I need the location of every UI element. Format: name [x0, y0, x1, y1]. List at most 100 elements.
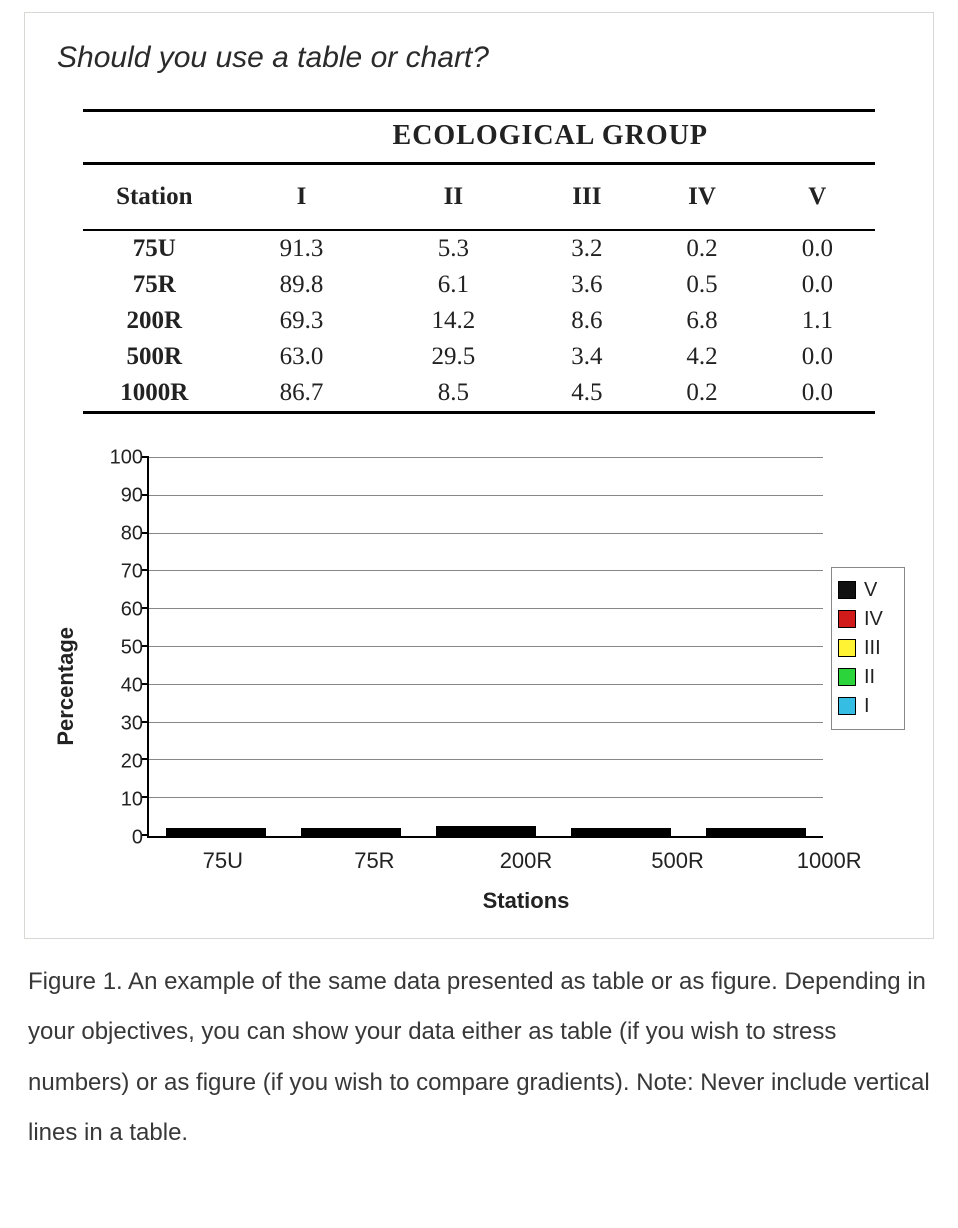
y-tick-label: 20 [121, 751, 143, 774]
y-tick-label: 60 [121, 599, 143, 622]
x-tick-label: 500R [628, 848, 728, 874]
y-tickmark [142, 721, 149, 723]
col-header-i: I [226, 164, 378, 231]
legend-label: II [864, 666, 875, 689]
cell: 6.8 [644, 303, 759, 339]
y-tick-label: 100 [110, 447, 143, 470]
cell: 86.7 [226, 375, 378, 413]
y-axis-title: Percentage [53, 627, 79, 746]
gridline [149, 722, 823, 723]
x-tick-label: 200R [476, 848, 576, 874]
legend-label: IV [864, 608, 883, 631]
y-tick-label: 50 [121, 637, 143, 660]
cell: 3.4 [529, 339, 644, 375]
chart-area: 0102030405060708090100 VIVIIIIII 75U75R2… [85, 458, 905, 914]
legend-swatch-icon [838, 668, 856, 686]
y-axis-ticks: 0102030405060708090100 [85, 458, 147, 838]
cell: 4.2 [644, 339, 759, 375]
y-tickmark [142, 532, 149, 534]
bar-segment-I [571, 834, 671, 836]
gridline [149, 533, 823, 534]
chart-legend: VIVIIIIII [831, 567, 905, 730]
legend-label: III [864, 637, 881, 660]
cell: 0.0 [760, 375, 875, 413]
plot-row: 0102030405060708090100 VIVIIIIII [85, 458, 905, 838]
cell-station: 1000R [83, 375, 226, 413]
bars-container [149, 458, 823, 836]
legend-item-II: II [838, 663, 898, 692]
cell: 89.8 [226, 267, 378, 303]
x-tick-label: 75U [173, 848, 273, 874]
panel-title: Should you use a table or chart? [57, 41, 905, 75]
cell-station: 75R [83, 267, 226, 303]
legend-swatch-icon [838, 610, 856, 628]
y-tickmark [142, 796, 149, 798]
legend-item-V: V [838, 576, 898, 605]
bar-segment-I [436, 834, 536, 836]
cell: 63.0 [226, 339, 378, 375]
gridline [149, 646, 823, 647]
cell: 0.0 [760, 339, 875, 375]
bar-segment-I [706, 834, 806, 836]
cell: 5.3 [377, 230, 529, 267]
cell: 4.5 [529, 375, 644, 413]
figure-caption: Figure 1. An example of the same data pr… [24, 957, 934, 1159]
bar-200R [436, 826, 536, 836]
y-tick-label: 10 [121, 789, 143, 812]
cell: 8.6 [529, 303, 644, 339]
bar-75U [166, 828, 266, 836]
y-tick-label: 70 [121, 561, 143, 584]
col-header-iv: IV [644, 164, 759, 231]
cell: 0.2 [644, 230, 759, 267]
cell: 0.2 [644, 375, 759, 413]
cell: 14.2 [377, 303, 529, 339]
y-tickmark [142, 494, 149, 496]
table-super-header: ECOLOGICAL GROUP [226, 111, 875, 164]
gridline [149, 570, 823, 571]
cell: 91.3 [226, 230, 378, 267]
gridline [149, 457, 823, 458]
gridline [149, 495, 823, 496]
ecological-table-wrap: ECOLOGICAL GROUP Station I II III IV V 7… [53, 109, 905, 414]
y-tick-label: 40 [121, 675, 143, 698]
bar-500R [571, 828, 671, 836]
cell: 29.5 [377, 339, 529, 375]
cell: 0.0 [760, 267, 875, 303]
bar-1000R [706, 828, 806, 836]
gridline [149, 684, 823, 685]
bar-75R [301, 828, 401, 836]
y-tickmark [142, 758, 149, 760]
page: Should you use a table or chart? ECOLOGI… [0, 0, 958, 1199]
x-axis-ticks: 75U 75R 200R 500R 1000R [147, 838, 905, 874]
y-tickmark [142, 607, 149, 609]
y-tickmark [142, 834, 149, 836]
table-row: 1000R 86.7 8.5 4.5 0.2 0.0 [83, 375, 875, 413]
col-header-iii: III [529, 164, 644, 231]
y-tick-label: 0 [132, 827, 143, 850]
legend-item-III: III [838, 634, 898, 663]
x-tick-label: 75R [324, 848, 424, 874]
cell: 0.5 [644, 267, 759, 303]
legend-item-I: I [838, 692, 898, 721]
y-tick-label: 90 [121, 485, 143, 508]
figure-panel: Should you use a table or chart? ECOLOGI… [24, 12, 934, 939]
col-header-v: V [760, 164, 875, 231]
stacked-bar-chart: Percentage 0102030405060708090100 VIVIII… [53, 458, 905, 914]
cell-station: 500R [83, 339, 226, 375]
table-row: 75U 91.3 5.3 3.2 0.2 0.0 [83, 230, 875, 267]
gridline [149, 759, 823, 760]
col-header-ii: II [377, 164, 529, 231]
cell-station: 75U [83, 230, 226, 267]
x-tick-label: 1000R [779, 848, 879, 874]
gridline [149, 608, 823, 609]
gridline [149, 797, 823, 798]
cell: 1.1 [760, 303, 875, 339]
table-row: 500R 63.0 29.5 3.4 4.2 0.0 [83, 339, 875, 375]
cell: 3.2 [529, 230, 644, 267]
table-column-headers: Station I II III IV V [83, 164, 875, 231]
cell: 6.1 [377, 267, 529, 303]
cell: 8.5 [377, 375, 529, 413]
ecological-table: ECOLOGICAL GROUP Station I II III IV V 7… [83, 109, 875, 414]
table-super-header-row: ECOLOGICAL GROUP [83, 111, 875, 164]
legend-swatch-icon [838, 697, 856, 715]
